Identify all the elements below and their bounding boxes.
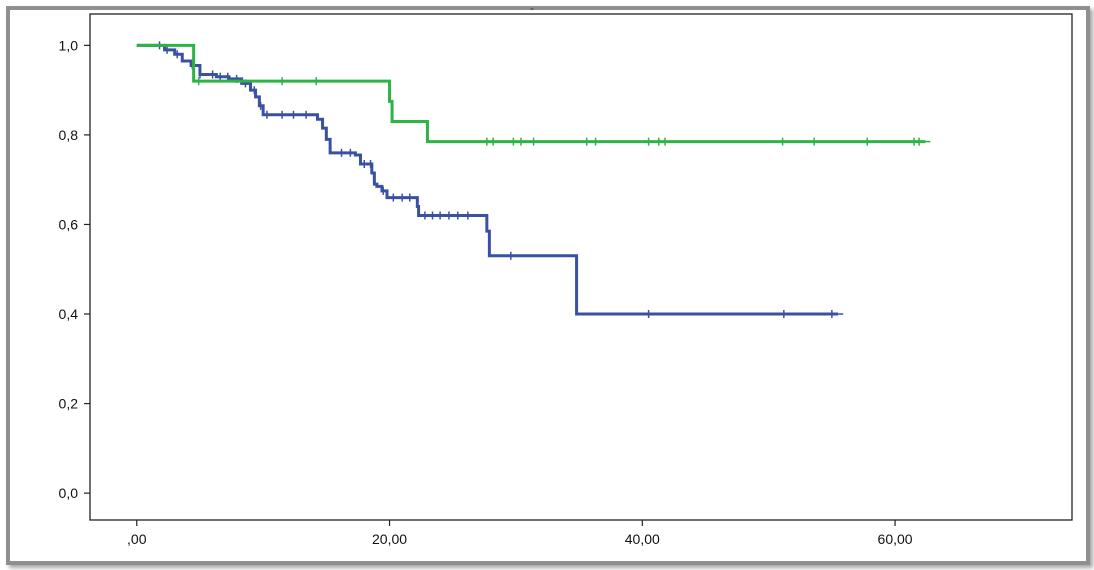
plot-area xyxy=(89,13,1073,521)
y-tick-label: 0,8 xyxy=(59,127,79,143)
survival-step-line xyxy=(136,43,926,144)
x-axis: ,00 20,00 40,00 60,00 xyxy=(127,520,913,547)
x-tick-label: ,00 xyxy=(127,531,147,547)
series-2 xyxy=(136,43,931,146)
series-layer xyxy=(136,41,931,319)
chart-frame xyxy=(6,6,1090,565)
plot-box xyxy=(89,13,1073,521)
y-axis: 0,0 0,2 0,4 0,6 0,8 1,0 xyxy=(59,37,90,501)
series-1 xyxy=(136,41,844,319)
x-tick-label: 20,00 xyxy=(372,531,407,547)
header-fragment: ‐ xyxy=(530,1,534,15)
x-tick-label: 60,00 xyxy=(878,531,913,547)
survival-step-line xyxy=(136,43,839,316)
y-tick-label: 0,6 xyxy=(59,216,79,232)
y-tick-label: 0,2 xyxy=(59,396,79,412)
y-tick-label: 0,0 xyxy=(59,485,79,501)
y-tick-label: 0,4 xyxy=(59,306,79,322)
x-tick-label: 40,00 xyxy=(625,531,660,547)
y-tick-label: 1,0 xyxy=(59,37,79,53)
